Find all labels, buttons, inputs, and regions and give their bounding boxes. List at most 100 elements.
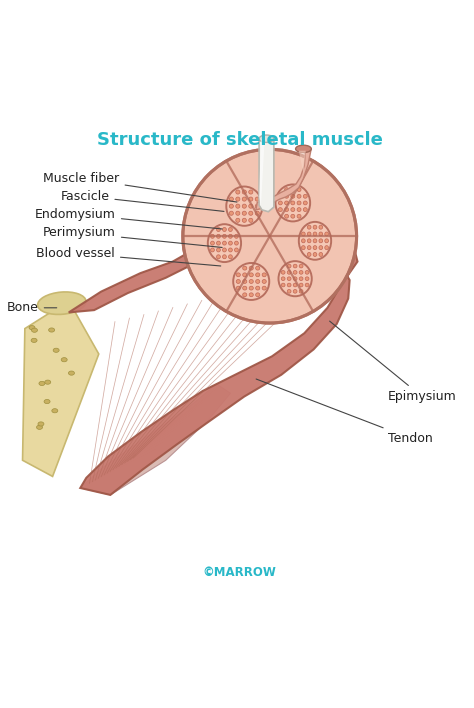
Ellipse shape [293, 277, 297, 280]
Ellipse shape [255, 286, 260, 290]
Ellipse shape [249, 211, 253, 215]
Ellipse shape [291, 188, 295, 192]
Polygon shape [299, 151, 306, 174]
Text: ©MARROW: ©MARROW [203, 566, 277, 579]
Ellipse shape [242, 197, 246, 201]
Ellipse shape [243, 266, 247, 270]
Text: Blood vessel: Blood vessel [36, 247, 221, 266]
Ellipse shape [249, 190, 253, 194]
Ellipse shape [217, 248, 220, 252]
Text: Bone: Bone [7, 302, 57, 314]
Ellipse shape [291, 215, 295, 218]
Ellipse shape [284, 207, 289, 212]
Ellipse shape [39, 382, 45, 386]
Ellipse shape [228, 241, 232, 245]
Ellipse shape [303, 201, 307, 205]
Ellipse shape [305, 283, 309, 287]
Polygon shape [69, 252, 357, 495]
Ellipse shape [68, 371, 74, 375]
Ellipse shape [255, 280, 260, 283]
Ellipse shape [262, 273, 266, 277]
Ellipse shape [284, 194, 289, 198]
Text: Perimysium: Perimysium [43, 227, 222, 248]
Polygon shape [80, 384, 230, 495]
Ellipse shape [293, 270, 297, 274]
Ellipse shape [44, 399, 50, 404]
Ellipse shape [293, 290, 297, 293]
Ellipse shape [243, 273, 247, 277]
Ellipse shape [303, 207, 307, 212]
Ellipse shape [242, 204, 246, 208]
Ellipse shape [297, 201, 301, 205]
Ellipse shape [281, 277, 285, 280]
Ellipse shape [297, 194, 301, 198]
Ellipse shape [61, 358, 67, 362]
Ellipse shape [236, 218, 240, 222]
Polygon shape [256, 149, 311, 210]
Ellipse shape [299, 290, 303, 293]
Ellipse shape [217, 227, 220, 232]
Polygon shape [259, 139, 264, 206]
Ellipse shape [249, 293, 253, 297]
Ellipse shape [319, 232, 323, 236]
Ellipse shape [242, 218, 246, 222]
Text: Fascicle: Fascicle [60, 190, 224, 212]
Ellipse shape [236, 273, 240, 277]
Ellipse shape [301, 239, 305, 243]
Ellipse shape [236, 204, 240, 208]
Text: Structure of skeletal muscle: Structure of skeletal muscle [97, 131, 383, 149]
Ellipse shape [228, 227, 232, 232]
Ellipse shape [278, 201, 283, 205]
Ellipse shape [222, 227, 227, 232]
Ellipse shape [29, 326, 35, 330]
Ellipse shape [284, 201, 289, 205]
Ellipse shape [287, 283, 291, 287]
Ellipse shape [325, 246, 328, 250]
Ellipse shape [319, 239, 323, 243]
Ellipse shape [242, 211, 246, 215]
Text: Endomysium: Endomysium [35, 207, 222, 229]
Ellipse shape [325, 232, 328, 236]
Ellipse shape [229, 211, 233, 215]
Ellipse shape [287, 290, 291, 293]
Ellipse shape [217, 234, 220, 239]
Ellipse shape [243, 280, 247, 283]
Ellipse shape [255, 266, 260, 270]
Ellipse shape [313, 239, 317, 243]
Ellipse shape [249, 204, 253, 208]
Ellipse shape [293, 283, 297, 287]
Ellipse shape [243, 293, 247, 297]
Ellipse shape [313, 225, 317, 229]
Ellipse shape [262, 286, 266, 290]
Ellipse shape [319, 225, 323, 229]
Ellipse shape [229, 197, 233, 201]
Ellipse shape [243, 286, 247, 290]
Ellipse shape [284, 188, 289, 192]
Text: Tendon: Tendon [256, 379, 432, 445]
Ellipse shape [287, 264, 291, 268]
Ellipse shape [307, 246, 311, 250]
Ellipse shape [226, 186, 262, 226]
Ellipse shape [53, 348, 59, 353]
Ellipse shape [255, 273, 260, 277]
Ellipse shape [293, 264, 297, 268]
Circle shape [183, 149, 356, 323]
Ellipse shape [297, 207, 301, 212]
Ellipse shape [299, 270, 303, 274]
Ellipse shape [236, 211, 240, 215]
Ellipse shape [249, 280, 253, 283]
Polygon shape [259, 138, 274, 212]
Ellipse shape [291, 207, 295, 212]
Ellipse shape [313, 246, 317, 250]
Ellipse shape [291, 194, 295, 198]
Ellipse shape [301, 232, 305, 236]
Ellipse shape [287, 270, 291, 274]
Ellipse shape [278, 207, 283, 212]
Text: Muscle fiber: Muscle fiber [44, 172, 237, 202]
Ellipse shape [242, 190, 246, 194]
Ellipse shape [45, 380, 51, 384]
Ellipse shape [305, 270, 309, 274]
Ellipse shape [222, 248, 227, 252]
Ellipse shape [236, 190, 240, 194]
Ellipse shape [37, 292, 86, 314]
